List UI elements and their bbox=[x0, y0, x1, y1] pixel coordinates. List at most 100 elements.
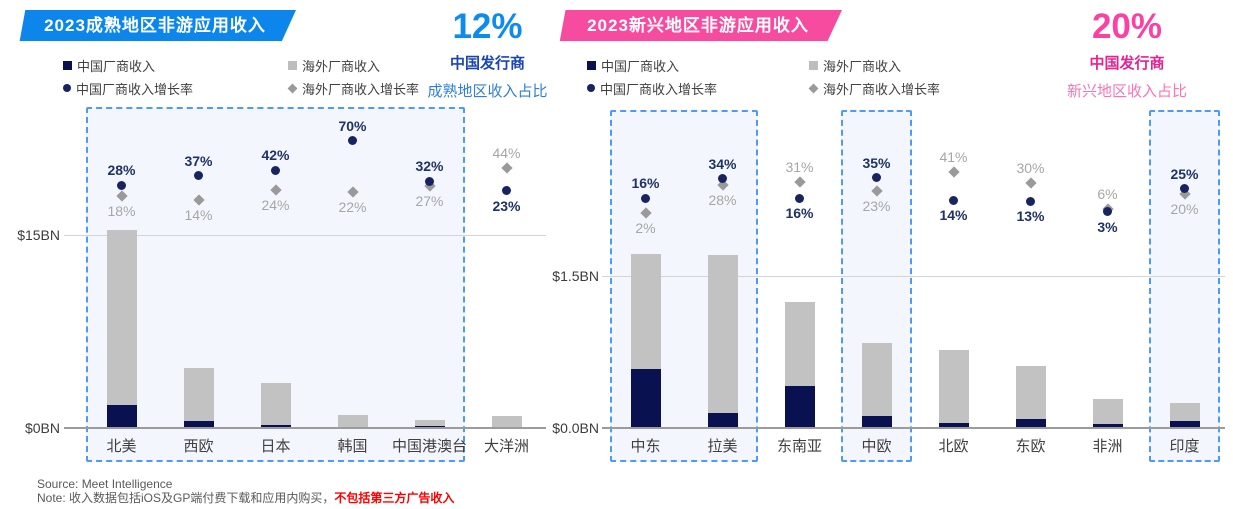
y-axis-label: $15BN bbox=[17, 227, 60, 243]
y-axis-label: $1.5BN bbox=[552, 268, 599, 284]
bar-segment-overseas bbox=[861, 342, 892, 416]
legend-label: 海外厂商收入 bbox=[823, 58, 902, 74]
category-label: 东欧 bbox=[1015, 438, 1046, 455]
category-label: 中东 bbox=[630, 438, 661, 455]
legend-item: 海外厂商收入增长率 bbox=[808, 79, 941, 97]
mature-chart-title-badge: 2023成熟地区非游应用收入 bbox=[19, 10, 296, 41]
growth-dot-marker bbox=[949, 195, 958, 205]
category-label: 北欧 bbox=[938, 438, 969, 455]
bar-segment-china bbox=[1169, 420, 1200, 428]
legend-label: 海外厂商收入增长率 bbox=[302, 81, 420, 97]
growth-label-overseas: 18% bbox=[107, 202, 136, 219]
growth-label-overseas: 24% bbox=[261, 196, 290, 213]
growth-dot-marker bbox=[641, 193, 650, 203]
bar-segment-overseas bbox=[784, 302, 815, 387]
growth-label-china: 16% bbox=[631, 175, 660, 192]
growth-label-overseas: 27% bbox=[415, 193, 444, 210]
legend-square-gray-icon bbox=[809, 60, 818, 70]
category-label: 印度 bbox=[1169, 438, 1200, 455]
legend-label: 海外厂商收入增长率 bbox=[823, 81, 941, 97]
bar-segment-china bbox=[106, 404, 137, 428]
axis-baseline bbox=[602, 427, 1225, 429]
bar-segment-overseas bbox=[183, 367, 214, 421]
legend-item: 中国厂商收入增长率 bbox=[587, 79, 717, 97]
category-label: 拉美 bbox=[707, 438, 738, 455]
bar-segment-china bbox=[938, 422, 969, 428]
bar-segment-overseas bbox=[491, 416, 522, 427]
growth-diamond-marker bbox=[793, 176, 806, 188]
bar-segment-china bbox=[183, 420, 214, 428]
bar-segment-china bbox=[861, 415, 892, 428]
bar-segment-overseas bbox=[337, 415, 368, 428]
growth-label-overseas: 14% bbox=[184, 207, 213, 224]
data-note-text: Note: 收入数据包括iOS及GP端付费下载和应用内购买， bbox=[37, 491, 335, 505]
category-label: 非洲 bbox=[1092, 438, 1123, 455]
legend-item: 海外厂商收入 bbox=[809, 56, 901, 74]
legend-label: 中国厂商收入增长率 bbox=[76, 81, 194, 97]
legend-diamond-gray-icon bbox=[287, 83, 298, 93]
growth-label-china: 70% bbox=[338, 117, 367, 134]
emerging-highlight-line1: 中国发行商 bbox=[1089, 55, 1165, 72]
bar-segment-china bbox=[707, 412, 738, 428]
growth-dot-marker bbox=[1026, 196, 1035, 206]
data-note-red-text: 不包括第三方广告收入 bbox=[334, 491, 455, 505]
legend-dot-navy-icon bbox=[587, 84, 595, 92]
category-label: 中欧 bbox=[861, 438, 892, 455]
legend-diamond-gray-icon bbox=[808, 83, 819, 93]
emerging-highlight-percent: 20% bbox=[1091, 7, 1163, 46]
legend-label: 中国厂商收入 bbox=[601, 58, 680, 74]
legend-label: 中国厂商收入增长率 bbox=[600, 81, 718, 97]
bar-segment-overseas bbox=[414, 420, 445, 427]
bar-segment-overseas bbox=[1169, 402, 1200, 421]
growth-diamond-marker bbox=[947, 165, 960, 178]
growth-dot-marker bbox=[194, 171, 203, 181]
growth-label-china: 37% bbox=[184, 152, 213, 169]
category-label: 大洋洲 bbox=[483, 438, 529, 455]
bar-segment-china bbox=[260, 424, 291, 428]
growth-dot-marker bbox=[117, 180, 126, 190]
bar-segment-china bbox=[1092, 424, 1123, 428]
category-label: 韩国 bbox=[337, 438, 368, 455]
bar-segment-overseas bbox=[707, 254, 738, 413]
growth-label-overseas: 20% bbox=[1170, 200, 1199, 217]
growth-label-china: 25% bbox=[1170, 165, 1199, 182]
growth-label-overseas: 31% bbox=[785, 159, 814, 176]
growth-label-overseas: 2% bbox=[635, 219, 656, 236]
bar-segment-china bbox=[630, 369, 661, 428]
legend-square-gray-icon bbox=[288, 60, 297, 70]
legend-dot-navy-icon bbox=[63, 84, 71, 92]
bar-segment-china bbox=[1015, 418, 1046, 428]
legend-label: 海外厂商收入 bbox=[302, 58, 381, 74]
growth-label-overseas: 30% bbox=[1016, 160, 1045, 177]
legend-item: 海外厂商收入增长率 bbox=[287, 79, 420, 97]
growth-dot-marker bbox=[1103, 207, 1112, 217]
source-note: Source: Meet Intelligence bbox=[37, 477, 173, 491]
growth-label-china: 23% bbox=[492, 197, 521, 214]
category-label: 中国港澳台 bbox=[391, 438, 467, 455]
mature-highlight-line1: 中国发行商 bbox=[449, 55, 525, 72]
growth-label-overseas: 6% bbox=[1097, 185, 1118, 202]
growth-label-china: 16% bbox=[785, 205, 814, 222]
growth-label-overseas: 41% bbox=[939, 148, 968, 165]
growth-dot-marker bbox=[425, 176, 434, 186]
growth-label-china: 35% bbox=[862, 154, 891, 171]
category-label: 东南亚 bbox=[776, 438, 822, 455]
mature-highlight-line2: 成熟地区收入占比 bbox=[427, 83, 548, 100]
bar-segment-china bbox=[784, 386, 815, 428]
category-label: 北美 bbox=[106, 438, 137, 455]
category-label: 西欧 bbox=[183, 438, 214, 455]
growth-label-china: 28% bbox=[107, 162, 136, 179]
growth-diamond-marker bbox=[1024, 177, 1037, 189]
bar-segment-overseas bbox=[1015, 366, 1046, 419]
growth-label-china: 13% bbox=[1016, 208, 1045, 225]
legend-item: 中国厂商收入 bbox=[587, 56, 679, 74]
growth-label-overseas: 44% bbox=[492, 145, 521, 162]
growth-label-overseas: 23% bbox=[862, 197, 891, 214]
growth-dot-marker bbox=[271, 165, 280, 175]
bar-segment-overseas bbox=[938, 349, 969, 423]
emerging-highlight-block: 20% 中国发行商 新兴地区收入占比 bbox=[1047, 6, 1207, 101]
gridline bbox=[602, 276, 1225, 277]
emerging-highlight-line2: 新兴地区收入占比 bbox=[1066, 83, 1187, 100]
growth-dot-marker bbox=[718, 174, 727, 184]
